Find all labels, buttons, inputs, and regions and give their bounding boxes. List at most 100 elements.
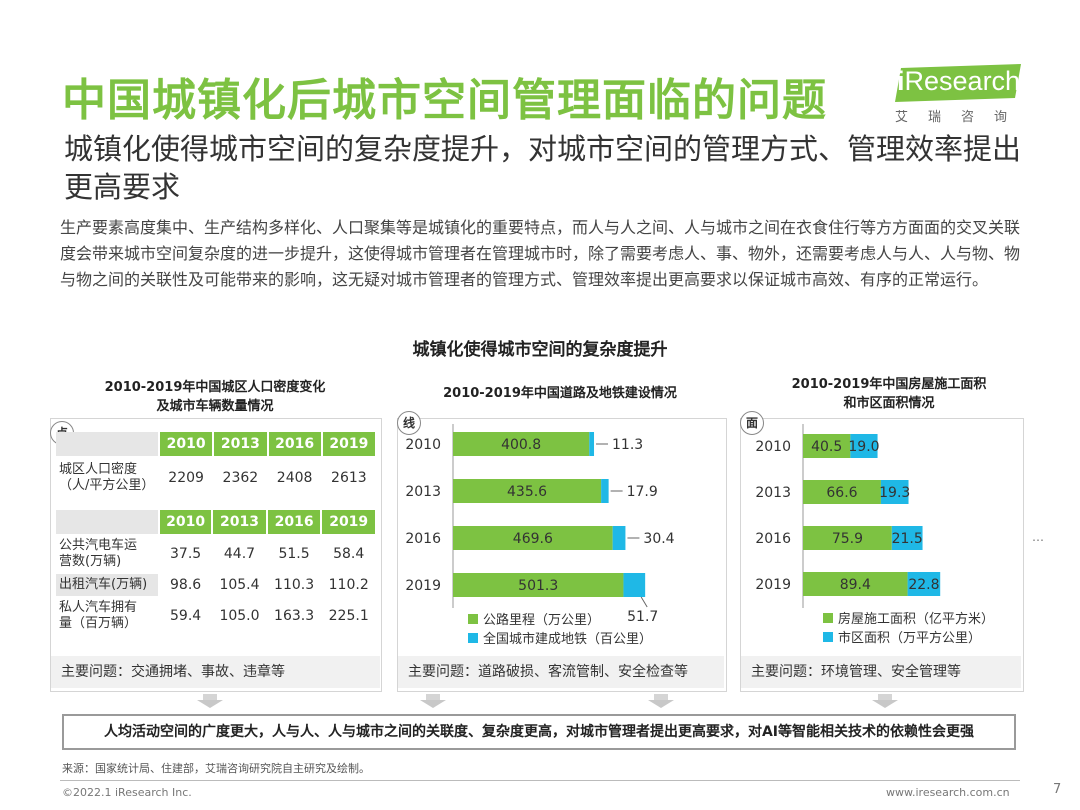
bar-secondary — [601, 479, 609, 503]
category-label: 2019 — [755, 577, 791, 593]
iresearch-logo: iResearch 艾瑞咨询 — [893, 64, 1023, 125]
density-label: 城区人口密度 （人/平方公里） — [59, 462, 155, 493]
section-title: 城镇化使得城市空间的复杂度提升 — [412, 340, 668, 360]
table-cell: 2209 — [168, 470, 204, 486]
logo-subtitle: 艾瑞咨询 — [895, 110, 1028, 125]
ellipsis: … — [1032, 530, 1044, 544]
data-label-secondary: 21.5 — [892, 531, 923, 547]
category-label: 2013 — [405, 484, 441, 500]
table-cell: 110.3 — [274, 577, 315, 593]
down-arrow-icon — [420, 700, 446, 708]
bar-primary — [803, 480, 881, 504]
legend-label-secondary: 全国城市建成地铁（百公里） — [483, 631, 652, 647]
source-note: 来源：国家统计局、住建部，艾瑞咨询研究院自主研究及绘制。 — [62, 762, 370, 775]
year-header: 2010 — [160, 432, 213, 456]
down-arrow-icon — [878, 694, 892, 700]
category-label: 2019 — [405, 578, 441, 594]
year-header: 2010 — [160, 510, 212, 534]
panel1-card — [50, 418, 382, 692]
bar-primary — [453, 432, 590, 456]
table-cell: 59.4 — [170, 608, 202, 624]
leader-line — [640, 596, 648, 608]
panel3-issue: 主要问题：环境管理、安全管理等 — [741, 656, 1021, 688]
legend-swatch-secondary — [823, 632, 833, 642]
table-cell: 105.0 — [219, 608, 260, 624]
bar-secondary — [589, 432, 595, 456]
down-arrow-icon — [426, 694, 440, 700]
panel1-issue: 主要问题：交通拥堵、事故、违章等 — [51, 656, 380, 688]
year-header: 2019 — [322, 432, 375, 456]
bar-secondary — [612, 526, 626, 550]
category-label: 2010 — [405, 437, 441, 453]
down-arrow-icon — [203, 694, 217, 700]
data-label-secondary: 19.3 — [879, 485, 910, 501]
down-arrow-icon — [648, 700, 674, 708]
footer-divider — [60, 780, 1020, 781]
bar-primary — [803, 434, 851, 458]
data-label-primary: 66.6 — [826, 485, 857, 501]
page-title: 中国城镇化后城市空间管理面临的问题 — [62, 75, 827, 126]
table-cell: 58.4 — [333, 546, 365, 562]
down-arrow-icon — [654, 694, 668, 700]
category-label: 2016 — [405, 531, 441, 547]
data-label-primary: 40.5 — [811, 439, 842, 455]
panel3-title: 2010-2019年中国房屋施工面积 和市区面积情况 — [791, 377, 987, 411]
building-area-chart: 2010 40.5 19.0 2013 66.6 19.3 2016 75.9 21.5 2019… — [755, 424, 994, 646]
logo-wordmark: iResearch — [897, 66, 1021, 96]
table-cell: 44.7 — [223, 546, 256, 562]
panel1-title: 2010-2019年中国城区人口密度变化 及城市车辆数量情况 — [104, 380, 326, 414]
category-label: 2016 — [755, 531, 791, 547]
table-cell: 163.3 — [274, 608, 315, 624]
bar-secondary — [891, 526, 923, 550]
bar-primary — [803, 572, 908, 596]
category-label: 2010 — [755, 439, 791, 455]
year-header: 2016 — [268, 432, 321, 456]
table-cell: 105.4 — [219, 577, 260, 593]
subtitle: 城镇化使得城市空间的复杂度提升，对城市空间的管理方式、管理效率提出更高要求 — [64, 132, 1022, 204]
data-label-primary: 501.3 — [518, 578, 558, 594]
category-label: 2013 — [755, 485, 791, 501]
down-arrow-icon — [197, 700, 223, 708]
year-header: 2019 — [322, 510, 375, 534]
website-url: www.iresearch.com.cn — [886, 786, 1010, 799]
density-table: 2010 2013 2016 2019 城区人口密度 （人/平方公里） 2209 … — [54, 430, 377, 500]
table-cell: 2613 — [331, 470, 367, 486]
bar-primary — [453, 526, 613, 550]
logo-shape-icon — [895, 64, 1021, 102]
data-label-secondary: 30.4 — [643, 531, 674, 547]
data-label-secondary: 51.7 — [627, 609, 658, 625]
table-cell: 98.6 — [170, 577, 202, 593]
data-label-secondary: 17.9 — [627, 484, 658, 500]
data-label-primary: 469.6 — [513, 531, 553, 547]
data-label-primary: 75.9 — [832, 531, 863, 547]
legend-swatch-secondary — [468, 633, 478, 643]
bar-secondary — [850, 434, 878, 458]
data-label-primary: 400.8 — [501, 437, 541, 453]
data-label-primary: 435.6 — [507, 484, 547, 500]
data-label-secondary: 22.8 — [908, 577, 939, 593]
data-label-secondary: 11.3 — [612, 437, 643, 453]
bar-primary — [803, 526, 892, 550]
table-cell: 110.2 — [328, 577, 369, 593]
panel2-badge: 线 — [397, 411, 421, 435]
bar-secondary — [907, 572, 941, 596]
panel2-title: 2010-2019年中国道路及地铁建设情况 — [443, 386, 677, 401]
bar-secondary — [880, 480, 909, 504]
copyright: ©2022.1 iResearch Inc. — [62, 786, 192, 799]
table-cell: 2362 — [222, 470, 259, 486]
conclusion-box: 人均活动空间的广度更大，人与人、人与城市之间的关联度、复杂度更高，对城市管理者提… — [62, 714, 1016, 750]
legend-swatch-primary — [468, 614, 478, 624]
legend-label-secondary: 市区面积（万平方公里） — [838, 630, 981, 646]
page-number: 7 — [1053, 782, 1062, 797]
table-row: 公共汽电车运 营数(万辆) 37.5 44.7 51.5 58.4 — [56, 536, 375, 572]
panel3-badge: 面 — [740, 411, 764, 435]
bar-primary — [453, 573, 624, 597]
data-label-secondary: 19.0 — [848, 439, 879, 455]
table-cell: 37.5 — [170, 546, 202, 562]
road-metro-chart: 2010 400.8 11.3 2013 435.6 17.9 2016 469.6 30.4 2… — [405, 424, 675, 647]
intro-paragraph: 生产要素高度集中、生产结构多样化、人口聚集等是城镇化的重要特点，而人与人之间、人… — [60, 218, 1021, 289]
panel2-issue: 主要问题：道路破损、客流管制、安全检查等 — [398, 656, 724, 688]
year-header: 2013 — [214, 432, 267, 456]
table-cell: 2408 — [276, 470, 313, 486]
legend-swatch-primary — [823, 613, 833, 623]
